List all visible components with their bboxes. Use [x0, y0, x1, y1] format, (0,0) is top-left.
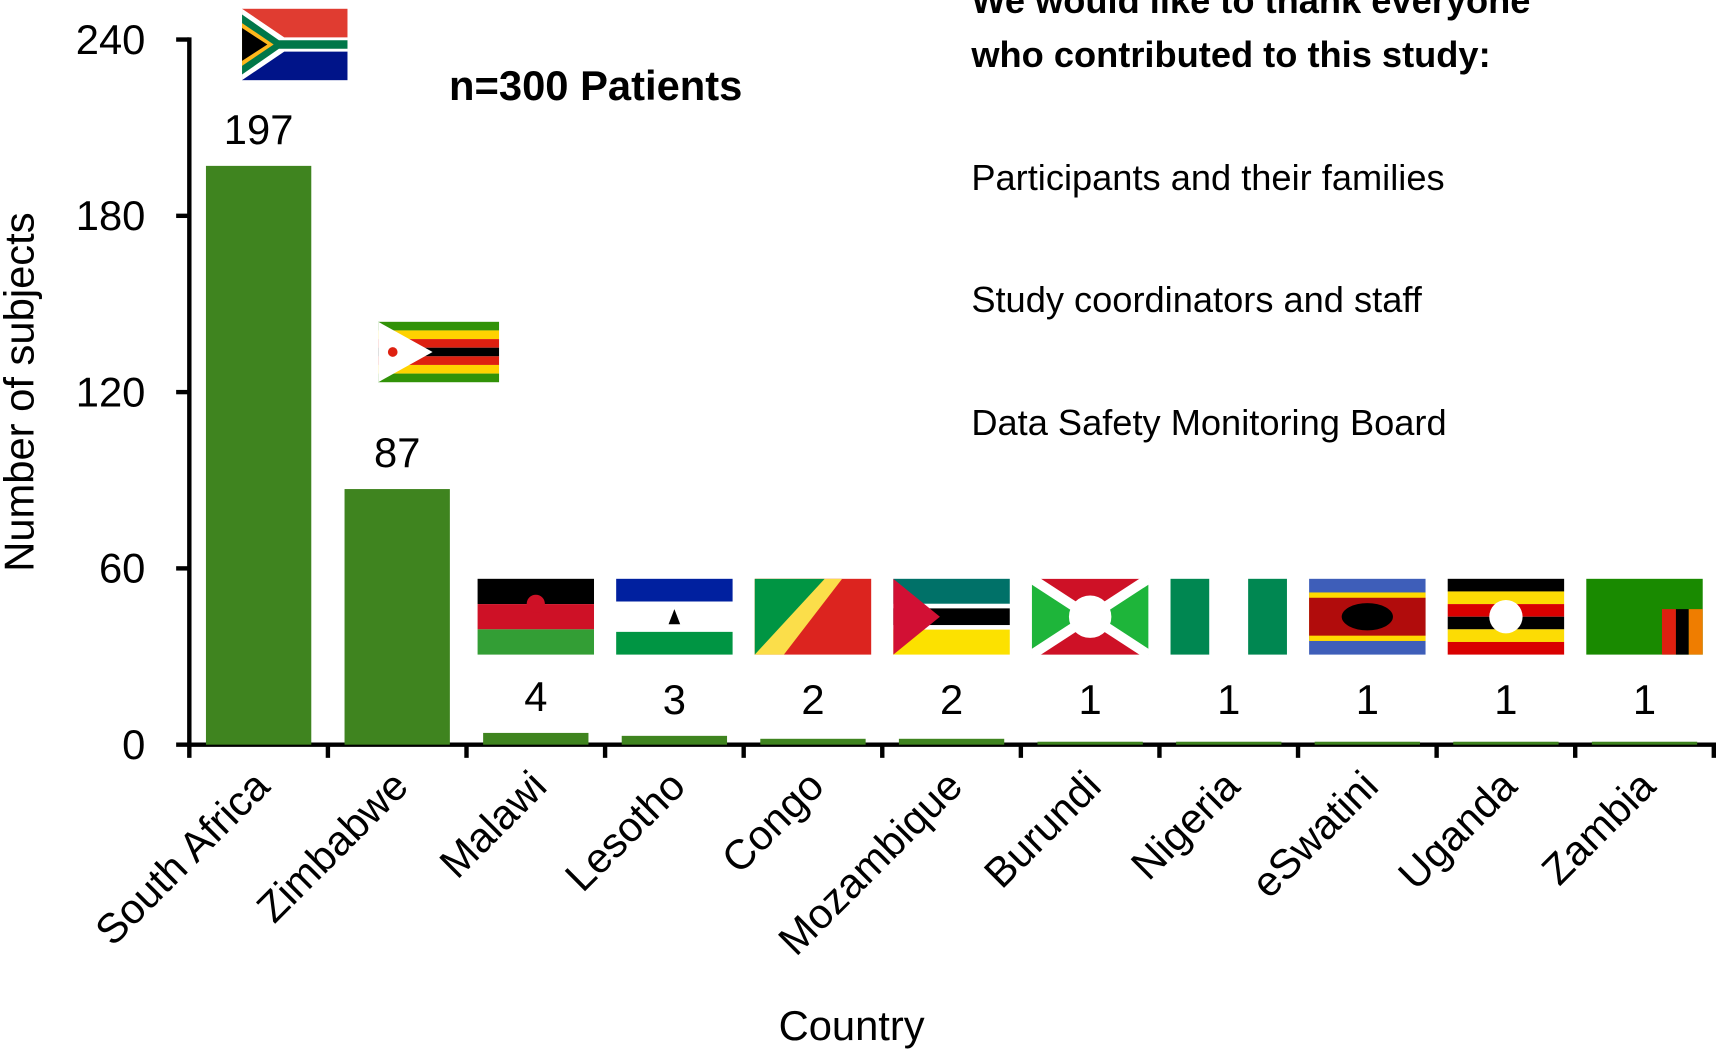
- flag-part: [893, 578, 940, 655]
- bar: [621, 735, 728, 745]
- flag-part: [1447, 578, 1565, 592]
- flag: [1586, 578, 1703, 655]
- flag-part: [1447, 641, 1565, 655]
- flag-part: [526, 594, 545, 613]
- flag-part: [387, 347, 398, 357]
- flag-part: [1489, 600, 1523, 634]
- flag-part: [378, 356, 500, 365]
- flag: [1309, 578, 1426, 655]
- bar: [1453, 741, 1559, 745]
- x-tick-label: Zimbabwe: [247, 762, 416, 931]
- flag: [1447, 578, 1565, 655]
- bar: [760, 738, 866, 745]
- bar: [1314, 741, 1420, 745]
- y-axis-label: Number of subjects: [0, 212, 42, 571]
- flag-part: [1209, 578, 1249, 655]
- flag-part: [378, 339, 500, 348]
- flag: [1029, 574, 1152, 659]
- data-label: 197: [224, 106, 294, 153]
- data-label: 2: [801, 676, 824, 723]
- data-label: 1: [1356, 676, 1379, 723]
- annotation: n=300 Patients: [449, 62, 742, 109]
- flag-part: [1248, 578, 1287, 655]
- data-label: 1: [1494, 676, 1517, 723]
- data-label: 3: [663, 676, 686, 723]
- flag-part: [1447, 591, 1565, 605]
- acknowledgement: Participants and their families: [971, 157, 1444, 198]
- x-axis-label: Country: [779, 1002, 925, 1049]
- flag: [754, 578, 872, 655]
- bar: [1037, 741, 1143, 745]
- flag-part: [1447, 629, 1565, 642]
- x-tick-label: South Africa: [86, 761, 279, 954]
- data-label: 1: [1633, 676, 1656, 723]
- flag-part: [1675, 609, 1689, 655]
- data-label: 87: [374, 429, 420, 476]
- acknowledgement-title: who contributed to this study:: [970, 34, 1490, 75]
- acknowledgement: Study coordinators and staff: [971, 279, 1422, 320]
- data-label: 2: [940, 676, 963, 723]
- bar: [483, 732, 589, 745]
- flag: [242, 8, 348, 81]
- y-tick-label: 60: [99, 545, 145, 592]
- flag-part: [616, 631, 733, 655]
- x-tick-label: Zambia: [1532, 761, 1664, 893]
- flag-part: [1068, 595, 1112, 638]
- data-label: 1: [1217, 676, 1240, 723]
- x-tick-label: eSwatini: [1242, 762, 1387, 907]
- y-tick-label: 180: [76, 192, 146, 239]
- flag-part: [1688, 609, 1703, 655]
- flag-part: [1341, 603, 1393, 631]
- bar: [898, 738, 1005, 745]
- x-tick-label: Uganda: [1389, 761, 1526, 898]
- flag-part: [1170, 578, 1210, 655]
- flag-part: [668, 609, 681, 625]
- flag-part: [378, 364, 500, 374]
- x-tick-label: Congo: [712, 762, 832, 882]
- acknowledgement: Data Safety Monitoring Board: [971, 402, 1446, 443]
- flag-part: [378, 321, 433, 383]
- y-tick-label: 0: [122, 721, 145, 768]
- flag-part: [1031, 578, 1091, 655]
- bar: [344, 489, 450, 745]
- y-tick-label: 240: [76, 16, 146, 63]
- flag: [616, 578, 733, 655]
- data-label: 1: [1079, 676, 1102, 723]
- flag: [378, 321, 500, 383]
- flag-part: [1661, 609, 1676, 655]
- flag-part: [242, 28, 268, 61]
- acknowledgement-title: We would like to thank everyone: [971, 0, 1530, 21]
- flag-part: [378, 321, 500, 331]
- x-tick-label: Lesotho: [556, 762, 694, 900]
- data-label: 4: [524, 673, 547, 720]
- y-tick-label: 120: [76, 368, 146, 415]
- flag-part: [1090, 578, 1149, 655]
- x-tick-label: Burundi: [975, 762, 1110, 897]
- bar: [1591, 741, 1698, 745]
- flag-part: [477, 629, 595, 655]
- flag-part: [378, 330, 500, 340]
- x-tick-label: Nigeria: [1122, 761, 1249, 888]
- flag: [893, 578, 1010, 655]
- flag: [1170, 578, 1287, 655]
- flag-part: [378, 347, 500, 357]
- bar: [205, 165, 312, 745]
- flag-part: [616, 578, 733, 602]
- flag: [477, 578, 595, 655]
- bar: [1176, 741, 1282, 745]
- flag-part: [242, 14, 348, 75]
- x-tick-label: Malawi: [430, 762, 555, 887]
- flag-part: [378, 373, 500, 383]
